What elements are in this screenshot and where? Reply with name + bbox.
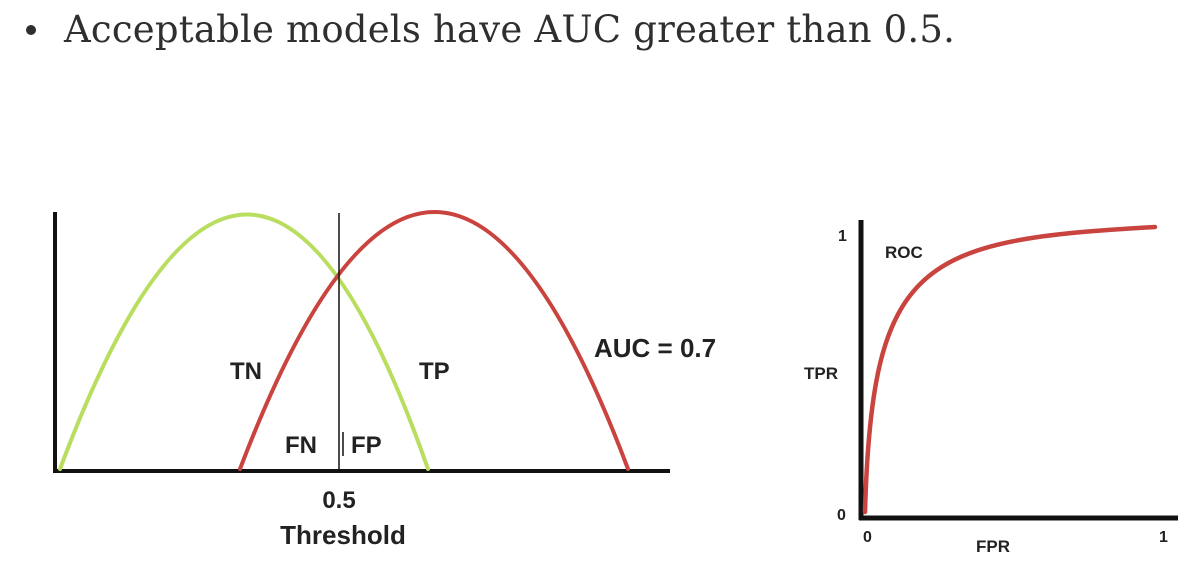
bullet-dot-icon (26, 24, 36, 35)
roc-curve-label: ROC (885, 243, 923, 262)
roc-x-origin-label: 0 (863, 529, 872, 546)
roc-y-origin-label: 0 (837, 507, 846, 524)
roc-curve (862, 224, 1158, 515)
fn-label: FN (285, 432, 317, 459)
threshold-axis-label: Threshold (280, 520, 406, 550)
auc-label: AUC = 0.7 (594, 333, 716, 363)
tpr-axis-label: TPR (804, 364, 838, 383)
negative-class-curve (58, 212, 430, 471)
bullet-text: Acceptable models have AUC greater than … (64, 8, 956, 51)
fp-label: FP (351, 432, 382, 459)
tn-label: TN (230, 358, 262, 385)
roc-diagram: ROC TPR FPR 1 0 0 1 (804, 220, 1178, 556)
threshold-value-label: 0.5 (322, 487, 355, 514)
fpr-axis-label: FPR (976, 537, 1010, 556)
distribution-diagram: TN TP FN FP AUC = 0.7 0.5 Threshold (53, 210, 716, 550)
bullet-item: Acceptable models have AUC greater than … (20, 8, 955, 51)
roc-x-max-label: 1 (1159, 529, 1168, 546)
roc-y-max-label: 1 (838, 228, 847, 245)
tp-label: TP (419, 358, 450, 385)
positive-class-curve (238, 210, 630, 471)
